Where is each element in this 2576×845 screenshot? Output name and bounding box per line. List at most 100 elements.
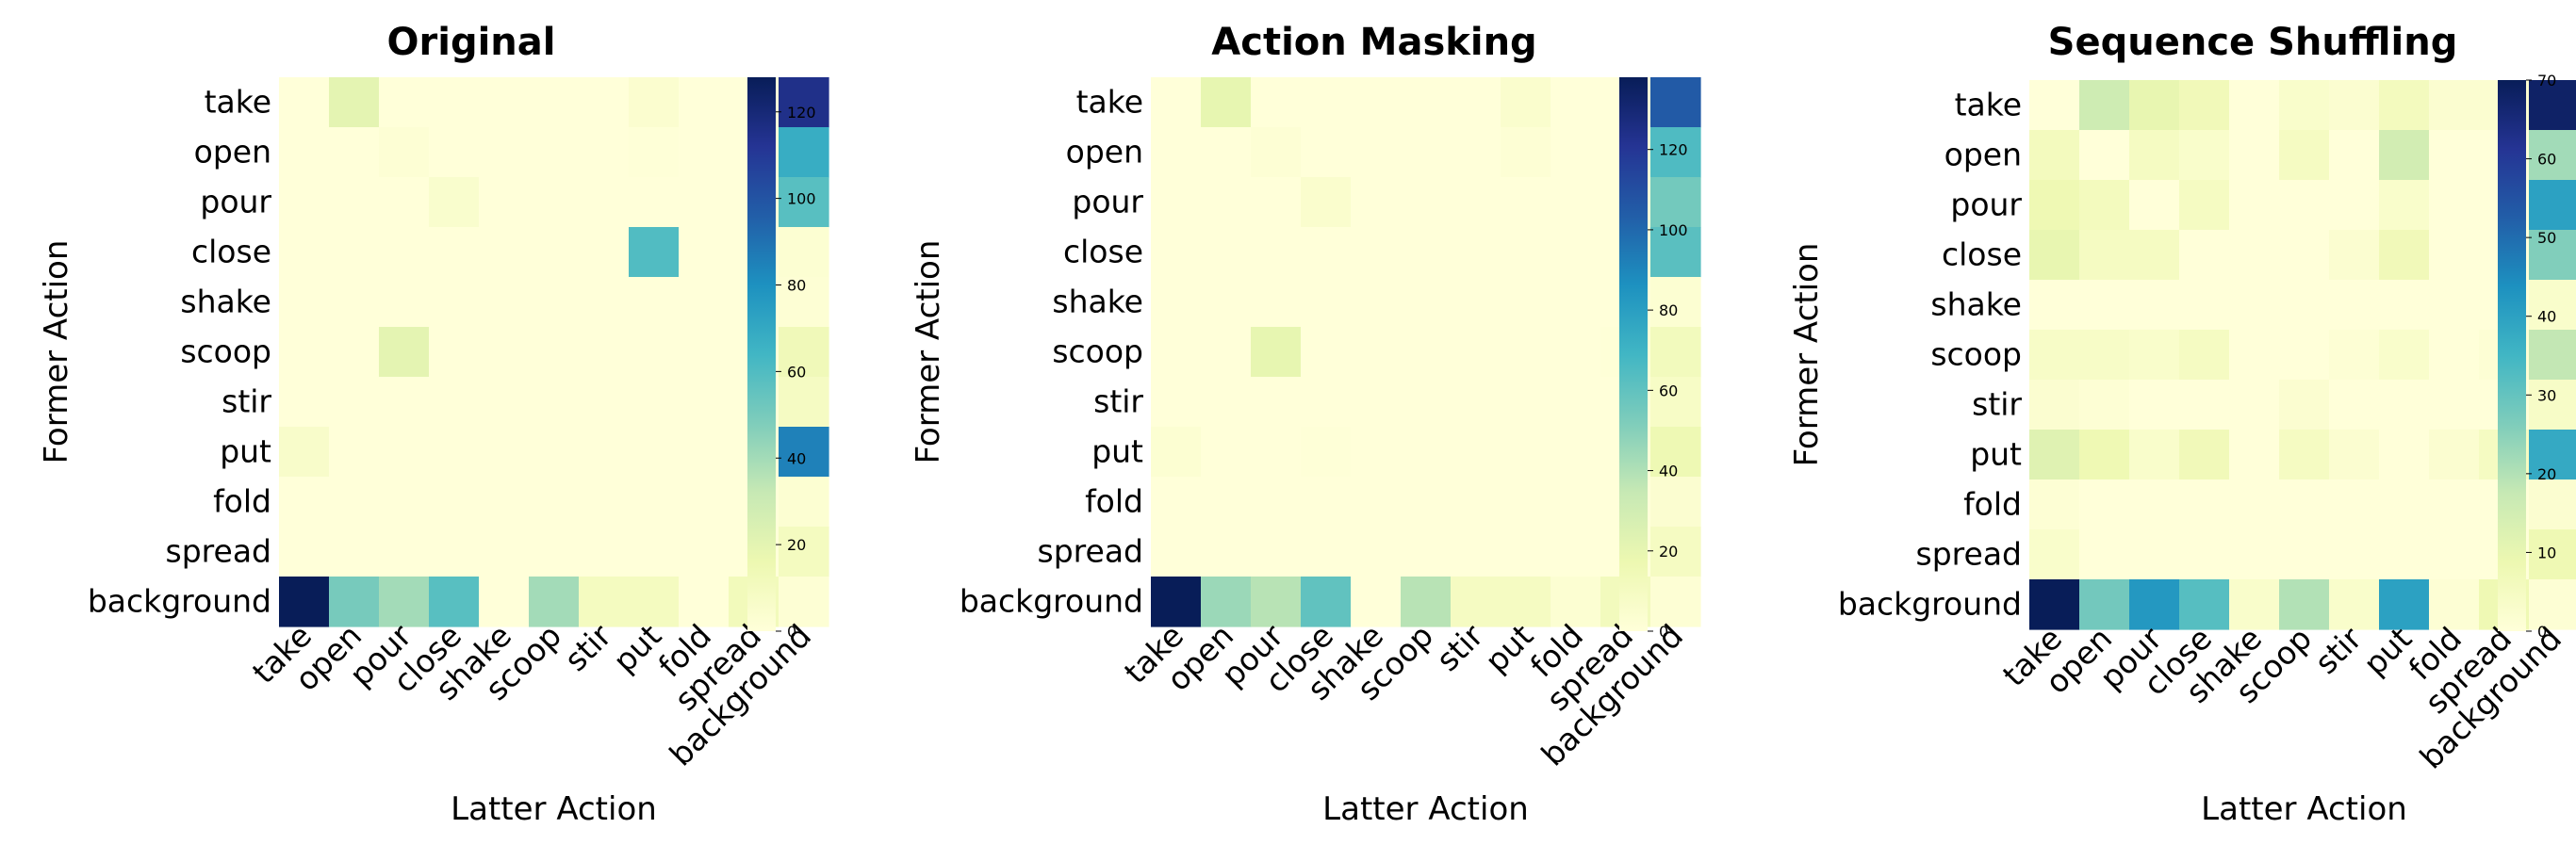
row-tick-label: pour <box>1950 187 2022 223</box>
heatmap-cell <box>1551 277 1601 328</box>
colorbar-tick-label: 20 <box>2537 465 2556 483</box>
row-tick-label: close <box>1063 234 1143 270</box>
heatmap-cell <box>2229 280 2280 331</box>
heatmap-cell <box>1501 477 1551 528</box>
heatmap-cell <box>1201 127 1252 178</box>
heatmap-cell <box>1650 77 1701 128</box>
heatmap-cell <box>2229 529 2280 580</box>
heatmap-cell <box>279 277 330 328</box>
row-tick-label: shake <box>1052 284 1143 320</box>
heatmap-cell <box>1201 177 1252 228</box>
heatmap-cell <box>279 477 330 528</box>
heatmap-cell <box>1351 277 1402 328</box>
y-axis-label: Former Action <box>910 240 947 464</box>
heatmap-cell <box>429 177 480 228</box>
row-tick-label: close <box>191 234 271 270</box>
heatmap-cell <box>679 77 730 128</box>
colorbar-tick-label: 70 <box>2537 72 2556 89</box>
heatmap-cell <box>2079 579 2130 630</box>
heatmap-cell <box>1401 577 1452 627</box>
heatmap-cell <box>1451 277 1501 328</box>
heatmap-cell <box>2329 180 2380 231</box>
panel-title: Original <box>387 21 556 64</box>
heatmap-cell <box>2429 380 2480 431</box>
heatmap-cell <box>679 527 730 577</box>
heatmap-panel-3: Sequence Shuffling take open pour close shake… <box>1788 21 2576 828</box>
heatmap-cell <box>1301 527 1352 577</box>
row-tick-label: take <box>205 84 271 121</box>
x-axis-label: Latter Action <box>2201 790 2407 828</box>
heatmap-cell <box>479 527 530 577</box>
heatmap-cell <box>1401 527 1452 577</box>
row-tick-label: put <box>220 433 271 470</box>
heatmap-cell <box>1151 577 1202 627</box>
heatmap-cell <box>2279 529 2330 580</box>
heatmap-cell <box>1351 77 1402 128</box>
heatmap-cell <box>2529 479 2576 530</box>
heatmap-cell <box>2429 479 2480 530</box>
heatmap-cell <box>1151 427 1202 478</box>
heatmap-cell <box>1201 277 1252 328</box>
colorbar-tick-label: 0 <box>787 623 796 641</box>
heatmap-cell <box>329 427 380 478</box>
heatmap-cell <box>529 277 580 328</box>
heatmap-cell <box>1251 427 1302 478</box>
heatmap-cell <box>2079 180 2130 231</box>
heatmap-cell <box>1650 377 1701 428</box>
row-tick-label: take <box>1955 87 2022 123</box>
heatmap-cell <box>629 477 680 528</box>
heatmap-cell <box>679 477 730 528</box>
heatmap-cell <box>1401 327 1452 378</box>
heatmap-cell <box>2029 330 2080 381</box>
heatmap-cell <box>1151 327 1202 378</box>
heatmap-cell <box>2379 230 2430 281</box>
heatmap-cell <box>2029 479 2080 530</box>
row-tick-label: shake <box>180 284 271 320</box>
heatmap-cell <box>779 277 829 328</box>
heatmap-cell <box>779 227 829 278</box>
heatmap-cell <box>779 477 829 528</box>
heatmap-cell <box>779 177 829 228</box>
heatmap-cell <box>629 77 680 128</box>
heatmap-cell <box>679 427 730 478</box>
heatmap-cell <box>529 577 580 627</box>
heatmap-cell <box>1151 377 1202 428</box>
heatmap-cell <box>2279 479 2330 530</box>
heatmap-cell <box>1151 127 1202 178</box>
heatmap-cell <box>1650 127 1701 178</box>
heatmap-cell <box>1451 427 1501 478</box>
heatmap-panel-2: Action Masking take open pour close shake scoo… <box>910 21 1701 828</box>
heatmap-cell <box>1301 77 1352 128</box>
heatmap-cell <box>1650 577 1701 627</box>
heatmap-cell <box>1551 377 1601 428</box>
heatmap-cell <box>2429 80 2480 131</box>
heatmap-cell <box>2079 430 2130 480</box>
heatmap-cell <box>2029 579 2080 630</box>
colorbar-tick-label: 0 <box>1659 623 1668 641</box>
heatmap-cell <box>279 127 330 178</box>
row-tick-label: background <box>1838 586 2022 623</box>
heatmap-cell <box>279 527 330 577</box>
heatmap-cell <box>1301 327 1352 378</box>
heatmap-cell <box>429 77 480 128</box>
heatmap-cell <box>479 477 530 528</box>
heatmap-cell <box>579 427 630 478</box>
heatmap-cell <box>1201 77 1252 128</box>
heatmap-cell <box>1501 527 1551 577</box>
heatmap-cell <box>2179 430 2230 480</box>
heatmap-cell <box>1301 477 1352 528</box>
heatmap-cell <box>329 227 380 278</box>
heatmap-cell <box>2529 130 2576 181</box>
heatmap-cell <box>329 277 380 328</box>
heatmap-cell <box>1401 277 1452 328</box>
heatmap-cell <box>1401 477 1452 528</box>
row-tick-label: put <box>1970 436 2022 473</box>
heatmap-cell <box>529 127 580 178</box>
heatmap-cell <box>2129 529 2180 580</box>
colorbar-tick-label: 20 <box>1659 543 1678 561</box>
heatmap-cell <box>1650 527 1701 577</box>
heatmap-cell <box>1151 527 1202 577</box>
heatmap-cell <box>2529 529 2576 580</box>
heatmap-cell <box>2079 280 2130 331</box>
row-tick-label: take <box>1076 84 1143 121</box>
